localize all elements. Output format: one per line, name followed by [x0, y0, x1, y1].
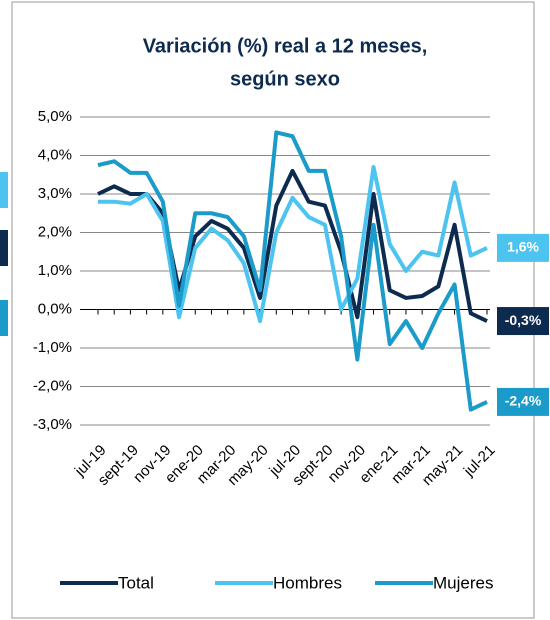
end-label-box — [497, 307, 549, 336]
legend-label: Hombres — [273, 573, 342, 592]
end-label-text: 1,6% — [507, 239, 539, 255]
side-tab — [0, 230, 8, 266]
legend-label: Total — [118, 573, 154, 592]
end-label-text: -0,3% — [505, 312, 542, 328]
y-tick-label: 1,0% — [38, 262, 72, 279]
end-label: -0,3% — [497, 307, 549, 336]
end-label-box — [497, 233, 549, 262]
side-tab — [0, 172, 8, 208]
y-tick-label: 3,0% — [38, 185, 72, 202]
series-line — [98, 165, 488, 324]
legend-label: Mujeres — [433, 573, 493, 592]
series-line — [97, 130, 488, 412]
y-tick-label: -1,0% — [33, 339, 72, 356]
end-label-box — [497, 387, 549, 416]
y-tick-label: 5,0% — [38, 108, 72, 125]
y-tick-label: -3,0% — [33, 416, 72, 433]
y-tick-label: 2,0% — [38, 223, 72, 240]
y-tick-label: 4,0% — [38, 146, 72, 163]
end-label-text: -2,4% — [505, 393, 542, 409]
end-label: -2,4% — [497, 387, 549, 416]
x-tick-label: jul-21 — [460, 442, 499, 481]
y-tick-label: -2,0% — [33, 377, 72, 394]
chart-title: según sexo — [230, 68, 340, 90]
side-tab — [0, 300, 8, 336]
chart-title: Variación (%) real a 12 meses, — [143, 35, 428, 57]
y-tick-label: 0,0% — [38, 300, 72, 317]
end-label: 1,6% — [497, 233, 549, 262]
